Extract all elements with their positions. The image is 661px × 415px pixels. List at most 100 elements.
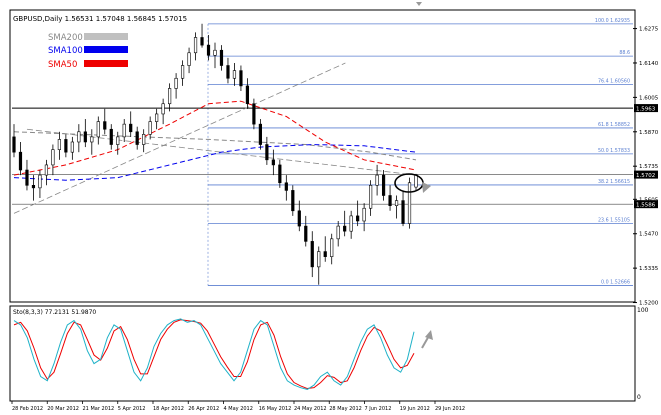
price-tick-label: 1.5870 [639, 130, 659, 136]
price-tick-label: 1.5335 [639, 266, 659, 272]
price-panel [9, 9, 636, 303]
candle-body [407, 182, 412, 224]
price-marker-label: 1.5586 [636, 203, 656, 209]
candle-body [414, 174, 418, 188]
fib-label: 88.6 [619, 50, 630, 56]
price-axis: 1.6275 1.6140 1.6005 1.5870 1.5735 1.5605 1.54… [633, 27, 659, 307]
candle-body [323, 251, 327, 257]
candle-body [135, 131, 139, 145]
candle-body [219, 49, 224, 66]
price-tick-label: 1.5605 [639, 197, 659, 203]
price-marker-box [634, 170, 658, 179]
stochastic-lines [13, 318, 415, 390]
candle-body [401, 200, 405, 224]
candle-body [31, 185, 36, 189]
sto-arrow-icon [425, 330, 433, 340]
candle-body [148, 121, 152, 135]
candle-body [381, 174, 386, 196]
price-marker-label: 1.5702 [636, 173, 655, 179]
price-markers: 1.5963 1.5702 1.5586 [12, 104, 658, 209]
price-tick-label: 1.5470 [639, 232, 659, 238]
candle-body [109, 128, 113, 145]
candle-body [25, 169, 29, 186]
time-tick-label: 19 Jun 2012 [400, 406, 430, 412]
candle-body [70, 141, 74, 153]
trendline [13, 62, 346, 214]
candle-body [103, 121, 107, 130]
price-tick-label: 1.6140 [639, 61, 659, 67]
sma200-line [13, 131, 417, 161]
candle-body [297, 210, 301, 227]
fib-label: 61.8 1.58852 [598, 122, 630, 128]
candle-body [226, 65, 230, 79]
moving-averages [13, 100, 417, 181]
candle-body [57, 139, 61, 150]
candle-body [362, 207, 366, 222]
candle-body [18, 151, 23, 171]
time-tick-label: 4 May 2012 [224, 406, 253, 412]
candlesticks [12, 23, 418, 285]
fib-label: 38.2 1.56615 [598, 179, 630, 185]
time-axis: 28 Feb 2012 20 Mar 2012 21 Mar 2012 5 Apr 2… [11, 401, 465, 412]
fib-label: 76.4 1.60560 [598, 78, 630, 84]
candle-body [193, 37, 198, 54]
scroll-marker-icon [416, 2, 422, 6]
legend-sma200-swatch [84, 33, 128, 40]
time-tick-label: 29 Jun 2012 [435, 406, 465, 412]
candle-body [232, 70, 237, 79]
candle-body [77, 131, 81, 143]
sma100-line [13, 144, 417, 181]
candle-body [356, 215, 360, 222]
candle-body [122, 123, 126, 138]
price-tick-label: 1.6005 [639, 95, 659, 101]
candle-body [258, 123, 262, 145]
chart-header: GBPUSD,Daily 1.56531 1.57048 1.56845 1.5… [13, 15, 187, 23]
candle-body [271, 159, 275, 166]
candle-body [369, 185, 373, 209]
price-arrow-icon [422, 182, 431, 193]
sto-tick-100: 100 [637, 307, 649, 314]
candle-body [83, 131, 87, 143]
candle-body [168, 88, 172, 105]
candle-body [116, 136, 120, 145]
candle-body [142, 134, 146, 145]
candle-body [174, 77, 178, 89]
stochastic-label: Sto(8,3,3) 77.2131 51.9870 [13, 309, 96, 316]
candle-body [336, 225, 340, 240]
candle-body [278, 164, 282, 184]
price-marker-box [634, 104, 658, 113]
candle-body [161, 103, 165, 115]
fib-label: 100.0 1.62935 [595, 18, 630, 24]
legend-sma100-swatch [84, 46, 128, 53]
candle-body [129, 123, 133, 133]
time-tick-label: 26 Apr 2012 [188, 406, 219, 412]
candle-body [375, 174, 379, 186]
candle-body [284, 182, 288, 191]
candle-body [343, 225, 347, 232]
candle-body [200, 37, 204, 46]
candle-body [12, 136, 16, 153]
candle-body [90, 136, 94, 143]
time-tick-label: 18 Apr 2012 [153, 406, 184, 412]
time-tick-label: 5 Apr 2012 [118, 406, 146, 412]
legend-sma100-label: SMA100 [48, 46, 83, 56]
candle-body [51, 149, 55, 166]
candle-body [64, 139, 68, 153]
legend-sma200-label: SMA200 [48, 33, 83, 43]
legend-sma50-label: SMA50 [48, 60, 77, 70]
candle-body [252, 103, 256, 125]
time-tick-label: 24 May 2012 [294, 406, 327, 412]
time-tick-label: 7 Jun 2012 [365, 406, 392, 412]
sto-tick-0: 0 [637, 394, 641, 401]
candle-body [291, 190, 295, 212]
candle-body [44, 164, 49, 176]
fibonacci-levels: 100.0 1.62935 88.6 76.4 1.60560 61.8 1.5885… [207, 18, 633, 286]
price-tick-label: 1.5735 [639, 164, 659, 170]
candle-body [245, 85, 250, 105]
candle-body [38, 174, 42, 189]
candle-body [187, 52, 191, 66]
candle-body [96, 121, 100, 138]
candle-body [394, 200, 399, 206]
price-tick-label: 1.5200 [639, 301, 659, 307]
